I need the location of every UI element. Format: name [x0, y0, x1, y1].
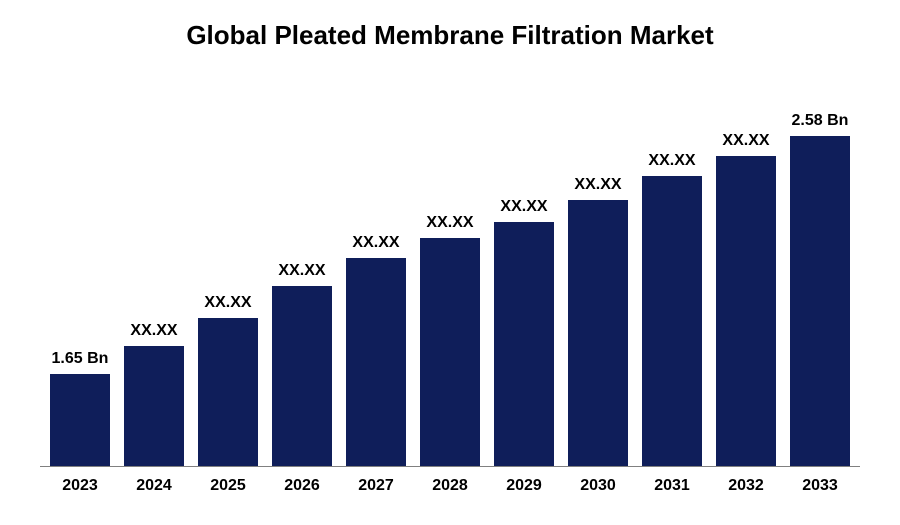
bar — [50, 374, 110, 466]
bar-value-label: 1.65 Bn — [52, 350, 109, 368]
bars-container: 1.65 Bn XX.XX XX.XX XX.XX XX.XX XX.XX XX.XX XX.… — [40, 81, 860, 467]
bar — [494, 222, 554, 466]
x-axis-label: 2031 — [642, 477, 702, 495]
x-axis-label: 2024 — [124, 477, 184, 495]
x-axis-label: 2030 — [568, 477, 628, 495]
x-axis-label: 2027 — [346, 477, 406, 495]
bar-value-label: XX.XX — [130, 322, 177, 340]
bar-value-label: 2.58 Bn — [792, 112, 849, 130]
bar-value-label: XX.XX — [500, 198, 547, 216]
bar-value-label: XX.XX — [278, 262, 325, 280]
x-axis-label: 2023 — [50, 477, 110, 495]
bar — [124, 346, 184, 466]
bar-group: XX.XX — [642, 81, 702, 466]
bar-value-label: XX.XX — [722, 132, 769, 150]
chart-area: 1.65 Bn XX.XX XX.XX XX.XX XX.XX XX.XX XX.XX XX.… — [40, 81, 860, 495]
bar — [716, 156, 776, 466]
bar-value-label: XX.XX — [426, 214, 473, 232]
bar-group: XX.XX — [494, 81, 554, 466]
bar-group: XX.XX — [272, 81, 332, 466]
bar — [642, 176, 702, 466]
bar-value-label: XX.XX — [574, 176, 621, 194]
bar — [272, 286, 332, 466]
x-axis-label: 2026 — [272, 477, 332, 495]
bar-group: 1.65 Bn — [50, 81, 110, 466]
bar — [568, 200, 628, 466]
bar-value-label: XX.XX — [204, 294, 251, 312]
bar — [790, 136, 850, 466]
bar-group: XX.XX — [420, 81, 480, 466]
chart-title: Global Pleated Membrane Filtration Marke… — [186, 20, 713, 51]
x-axis-label: 2033 — [790, 477, 850, 495]
x-axis-label: 2028 — [420, 477, 480, 495]
bar-value-label: XX.XX — [352, 234, 399, 252]
bar-group: XX.XX — [568, 81, 628, 466]
bar-group: XX.XX — [716, 81, 776, 466]
bar — [346, 258, 406, 466]
bar-group: 2.58 Bn — [790, 81, 850, 466]
x-axis-label: 2032 — [716, 477, 776, 495]
bar-group: XX.XX — [124, 81, 184, 466]
bar-group: XX.XX — [198, 81, 258, 466]
bar-group: XX.XX — [346, 81, 406, 466]
x-axis-label: 2029 — [494, 477, 554, 495]
x-axis-labels: 2023 2024 2025 2026 2027 2028 2029 2030 2031 2032… — [40, 467, 860, 495]
bar — [198, 318, 258, 466]
bar — [420, 238, 480, 466]
bar-value-label: XX.XX — [648, 152, 695, 170]
x-axis-label: 2025 — [198, 477, 258, 495]
